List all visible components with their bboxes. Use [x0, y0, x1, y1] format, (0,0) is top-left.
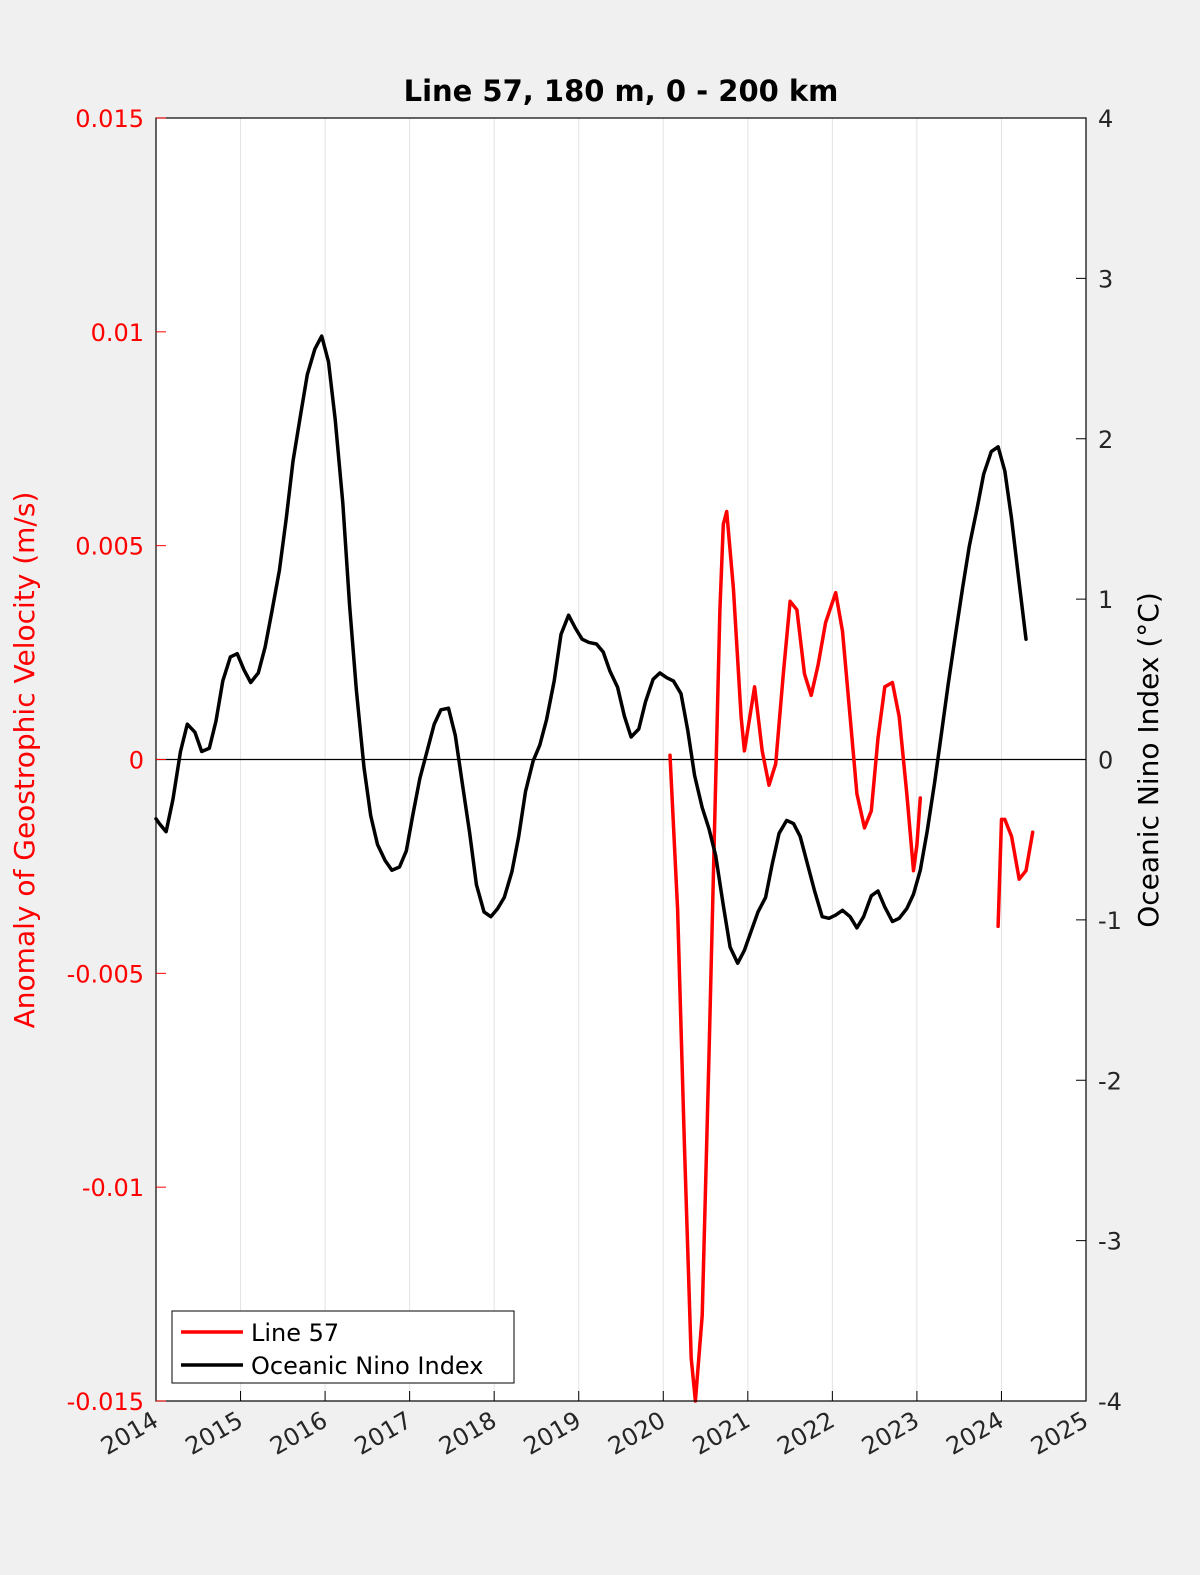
- y-left-tick-label: -0.01: [82, 1174, 144, 1202]
- oni-series-line: [154, 334, 1028, 965]
- y-axis-right-label: Oceanic Nino Index (°C): [1132, 592, 1165, 928]
- legend-box: [171, 1310, 515, 1384]
- y-left-tick-label: -0.015: [67, 1388, 144, 1416]
- y-left-tick-label: 0.01: [91, 319, 144, 347]
- line57-series-line: [668, 509, 923, 1403]
- y-left-tick-label: 0.005: [75, 533, 144, 561]
- y-right-tick-label: -4: [1098, 1388, 1122, 1416]
- y-right-tick-label: 1: [1098, 586, 1113, 614]
- y-right-tick-label: -1: [1098, 907, 1122, 935]
- y-left-tick-label: 0.015: [75, 105, 144, 133]
- line57-series-line: [996, 817, 1035, 929]
- legend: Line 57 Oceanic Nino Index: [171, 1310, 515, 1384]
- y-right-tick-label: 3: [1098, 265, 1113, 293]
- chart-title: Line 57, 180 m, 0 - 200 km: [404, 74, 839, 108]
- y-right-tick-label: -3: [1098, 1228, 1122, 1256]
- y-right-tick-label: 0: [1098, 747, 1113, 775]
- y-right-tick-label: 2: [1098, 426, 1113, 454]
- y-right-tick-label: 4: [1098, 105, 1113, 133]
- y-left-tick-label: 0: [129, 747, 144, 775]
- legend-label-oni: Oceanic Nino Index: [251, 1352, 483, 1380]
- y-right-tick-label: -2: [1098, 1067, 1122, 1095]
- series-layer: [154, 334, 1035, 1403]
- y-left-tick-label: -0.005: [67, 960, 144, 988]
- legend-label-line57: Line 57: [251, 1319, 339, 1347]
- y-axis-left-label: Anomaly of Geostrophic Velocity (m/s): [8, 492, 41, 1029]
